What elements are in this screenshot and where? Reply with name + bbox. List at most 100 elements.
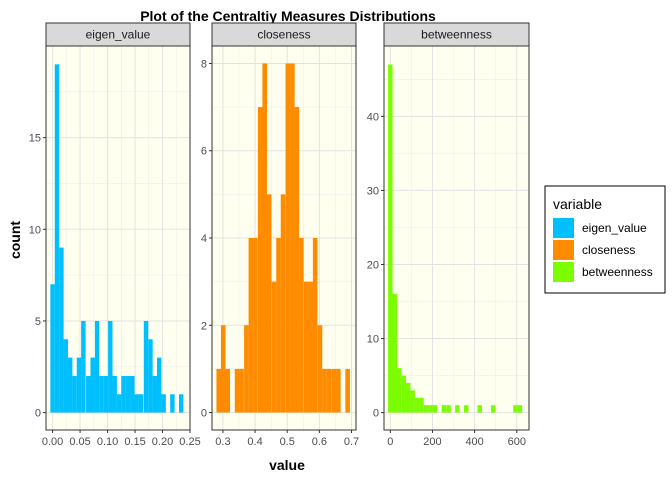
bar	[455, 405, 460, 413]
x-tick-label: 0.10	[97, 436, 118, 448]
bar	[266, 194, 272, 413]
y-axis-ticks: 0 10 20 30 40	[367, 111, 384, 420]
legend-key	[553, 262, 574, 282]
bar	[239, 368, 244, 413]
x-tick-label: 0.5	[280, 436, 295, 448]
bar	[285, 63, 291, 413]
bar	[138, 394, 144, 413]
bar	[257, 107, 263, 413]
legend-label: eigen_value	[582, 221, 647, 235]
facet-closeness: closeness 0.3 0.4 0.5 0.6 0.7 0 2 4 6 8	[201, 22, 359, 448]
bar	[419, 397, 424, 413]
bar	[156, 357, 162, 413]
bar	[253, 238, 258, 413]
y-tick-label: 4	[201, 233, 207, 245]
chart-title: Plot of the Centraltiy Measures Distribu…	[140, 8, 436, 24]
bar	[108, 320, 113, 413]
y-tick-label: 20	[367, 259, 379, 271]
bar	[63, 339, 69, 413]
y-tick-label: 15	[29, 133, 41, 145]
bar	[67, 357, 73, 413]
bar	[216, 368, 222, 413]
bar	[331, 368, 337, 413]
y-tick-label: 5	[35, 316, 41, 328]
panel-background	[384, 46, 529, 430]
histogram-bars	[216, 63, 350, 413]
facet-panels: eigen_value 0.00 0.05 0.10 0.15 0.20 0.25 0 5 10 1…	[29, 22, 530, 448]
legend: variable eigen_value closeness betweenness	[544, 185, 666, 294]
bar	[59, 247, 64, 413]
legend-entry-closeness: closeness	[553, 240, 635, 260]
bar	[81, 320, 86, 413]
x-tick-label: 0.6	[312, 436, 327, 448]
bar	[178, 394, 184, 413]
x-axis-title: value	[269, 457, 305, 473]
legend-entry-betweenness: betweenness	[553, 262, 653, 282]
bar	[308, 281, 313, 413]
bar	[130, 375, 135, 413]
bar	[152, 375, 158, 413]
x-axis-ticks: 0.3 0.4 0.5 0.6 0.7	[215, 430, 359, 448]
bar	[134, 394, 139, 413]
bar	[220, 325, 226, 413]
y-tick-label: 0	[201, 408, 207, 420]
bar	[121, 375, 126, 413]
legend-key	[553, 218, 574, 238]
facet-betweenness: betweenness 0 200 400 600 0 10 20 30 40	[367, 22, 530, 448]
bar	[336, 368, 341, 413]
x-tick-label: 200	[423, 436, 441, 448]
facet-strip-label: betweenness	[421, 28, 492, 42]
bar	[401, 375, 407, 413]
bar	[477, 405, 482, 413]
y-tick-label: 8	[201, 58, 207, 70]
bar	[116, 394, 122, 413]
bar	[513, 405, 518, 413]
bar	[161, 394, 166, 413]
bar	[303, 281, 309, 413]
histogram-bars	[388, 64, 523, 413]
bar	[94, 320, 100, 413]
y-tick-label: 0	[373, 408, 379, 420]
bar	[490, 405, 496, 413]
x-tick-label: 600	[508, 436, 526, 448]
bar	[441, 405, 447, 413]
bar	[143, 320, 149, 413]
x-tick-label: 0.3	[215, 436, 230, 448]
bar	[406, 382, 411, 413]
bar	[312, 238, 318, 413]
bar	[388, 64, 393, 413]
bar	[170, 394, 175, 413]
x-tick-label: 0	[387, 436, 393, 448]
facet-strip-label: eigen_value	[86, 28, 151, 42]
bar	[103, 375, 109, 413]
bar	[317, 325, 323, 413]
bar	[414, 397, 420, 413]
bar	[244, 325, 249, 413]
bar	[86, 375, 91, 413]
x-tick-label: 0.7	[344, 436, 359, 448]
bar	[54, 64, 60, 413]
y-axis-title: count	[7, 221, 23, 259]
histogram-bars	[50, 64, 184, 413]
x-axis-ticks: 0 200 400 600	[387, 430, 526, 448]
x-tick-label: 0.00	[42, 436, 63, 448]
y-tick-label: 30	[367, 185, 379, 197]
legend-title: variable	[553, 196, 602, 212]
bar	[225, 368, 231, 413]
y-tick-label: 6	[201, 146, 207, 158]
bar	[392, 294, 397, 413]
x-tick-label: 0.05	[69, 436, 90, 448]
bar	[234, 368, 240, 413]
bar	[428, 405, 433, 413]
bar	[50, 284, 55, 413]
bar	[148, 339, 153, 413]
facet-eigen_value: eigen_value 0.00 0.05 0.10 0.15 0.20 0.25 0 5 10 1…	[29, 22, 201, 448]
bar	[125, 375, 131, 413]
bar	[299, 238, 304, 413]
facet-strip	[45, 22, 191, 47]
bar	[322, 368, 327, 413]
bar	[326, 368, 332, 413]
bar	[112, 375, 117, 413]
bar	[99, 375, 104, 413]
